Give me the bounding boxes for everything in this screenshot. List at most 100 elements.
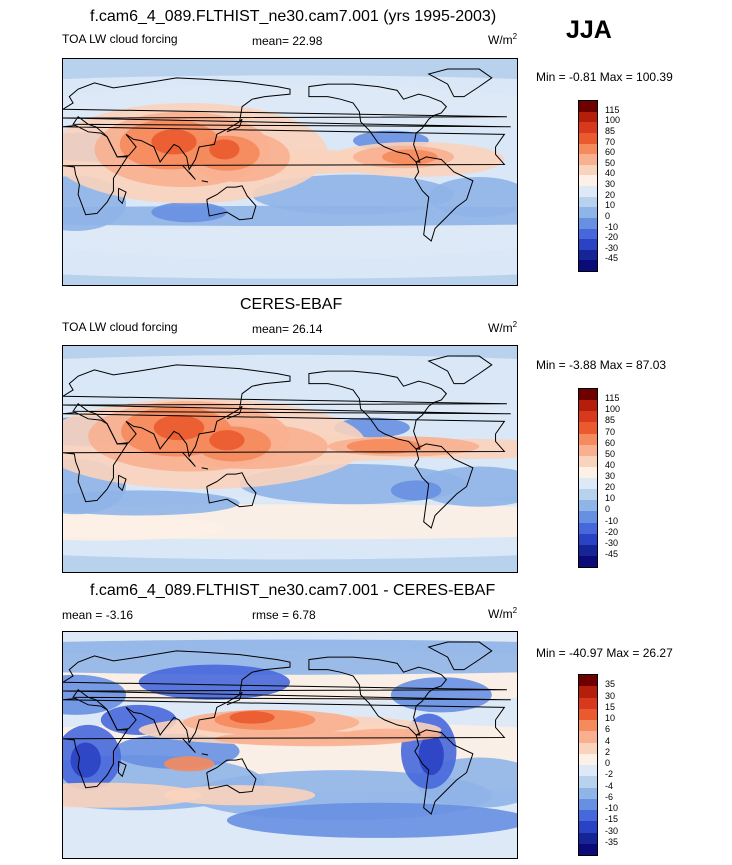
field-region (382, 149, 438, 165)
colorbar-swatch (579, 832, 597, 844)
colorbar-swatch (579, 776, 597, 788)
colorbar-tick-label: 85 (605, 125, 616, 136)
colorbar-swatch (579, 522, 597, 534)
colorbar-swatch (579, 154, 597, 165)
colorbar-swatch (579, 675, 597, 687)
colorbar-tick-label: 60 (605, 437, 616, 448)
colorbar-swatch (579, 720, 597, 732)
coastline (427, 355, 493, 385)
coastline (182, 738, 196, 753)
colorbar-swatch (579, 111, 597, 123)
colorbar-tick-label: 60 (605, 147, 616, 158)
colorbar-tick-label: 20 (605, 482, 616, 493)
colorbar-swatch (579, 810, 597, 822)
field-region (390, 480, 442, 501)
colorbar-swatch (579, 260, 597, 271)
colorbar-tick-label: 100 (605, 115, 621, 126)
field-region (226, 802, 517, 838)
colorbar-tick-label: -2 (605, 769, 614, 780)
minmax-label: Min = -0.81 Max = 100.39 (536, 70, 673, 84)
coastline (182, 165, 196, 180)
variable-label: TOA LW cloud forcing (62, 32, 178, 46)
colorbar-tick-label: 115 (605, 104, 620, 115)
colorbar-swatch (579, 798, 597, 810)
colorbar-tick-label: -15 (605, 814, 619, 825)
coastline (117, 474, 127, 492)
colorbar-tick-label: 40 (605, 168, 616, 179)
field-region (209, 139, 240, 160)
colorbar-swatch (579, 731, 597, 743)
colorbar-tick-label: -30 (605, 825, 619, 836)
field-region (209, 430, 245, 451)
colorbar-swatch (579, 217, 597, 229)
colorbar-swatch (579, 164, 597, 176)
panel-title: f.cam6_4_089.FLTHIST_ne30.cam7.001 (yrs … (90, 8, 497, 25)
colorbar-swatch (579, 708, 597, 720)
coastline (201, 180, 209, 183)
colorbar-swatch (579, 753, 597, 765)
colorbar-tick-label: 50 (605, 157, 616, 168)
colorbar-swatch (579, 143, 597, 155)
field-region (63, 490, 240, 516)
coastline (117, 187, 127, 205)
colorbar-tick-label: 50 (605, 448, 616, 459)
field-region (229, 711, 275, 724)
field-region (346, 438, 423, 454)
coastline (182, 452, 196, 467)
field-region (390, 677, 492, 713)
colorbar-tick-label: 20 (605, 189, 616, 200)
coastline (63, 698, 506, 789)
minmax-label: Min = -40.97 Max = 26.27 (536, 646, 673, 660)
map-diff (62, 631, 518, 859)
colorbar-swatch (579, 742, 597, 754)
coastline (414, 443, 474, 529)
colorbar-tick-label: -10 (605, 803, 619, 813)
coastline (427, 641, 493, 671)
colorbar-tick-label: 10 (605, 713, 616, 723)
field-region (63, 639, 517, 675)
coastline (201, 467, 209, 470)
field-region (63, 215, 517, 279)
colorbar-tick-label: 10 (605, 200, 616, 211)
colorbar-swatch (579, 239, 597, 250)
minmax-label: Min = -3.88 Max = 87.03 (536, 358, 667, 372)
colorbar-swatch (579, 122, 597, 133)
colorbar-swatch (579, 249, 597, 261)
field-region (63, 782, 202, 808)
colorbar-swatch (579, 511, 597, 523)
coastline (308, 83, 448, 163)
colorbar-tick-label: 0 (605, 210, 611, 221)
colorbar-tick-label: 10 (605, 493, 616, 504)
mean-label: mean= 22.98 (252, 34, 323, 48)
colorbar-diff (578, 674, 598, 856)
colorbar-swatch (579, 686, 597, 698)
coastline (63, 412, 506, 503)
colorbar-swatch (579, 444, 597, 456)
coastline (414, 729, 474, 815)
colorbar-swatch (579, 207, 597, 218)
colorbar-tick-label: 4 (605, 735, 611, 746)
colorbar-tick-label: -4 (605, 780, 614, 791)
colorbar-swatch (579, 843, 597, 855)
colorbar-tick-label: 115 (605, 393, 620, 404)
colorbar-swatch (579, 478, 597, 490)
field-region (163, 756, 215, 772)
coastline (414, 156, 474, 242)
rmse-label: rmse = 6.78 (252, 608, 316, 622)
colorbar-tick-label: 70 (605, 136, 616, 147)
colorbar-tick-label: -30 (605, 537, 619, 548)
panel-title: CERES-EBAF (240, 296, 343, 313)
field-region (151, 129, 197, 155)
colorbar-tick-label: 6 (605, 724, 611, 735)
coastline (226, 118, 243, 133)
field-region (70, 742, 101, 778)
units-label: W/m2 (488, 32, 518, 47)
field-region (418, 734, 444, 776)
coastline (308, 656, 448, 736)
colorbar-swatch (579, 555, 597, 567)
coastline (206, 185, 257, 221)
colorbar-swatch (579, 132, 597, 144)
colorbar-swatch (579, 697, 597, 709)
colorbar-model (578, 100, 598, 272)
season-label: JJA (566, 16, 612, 44)
